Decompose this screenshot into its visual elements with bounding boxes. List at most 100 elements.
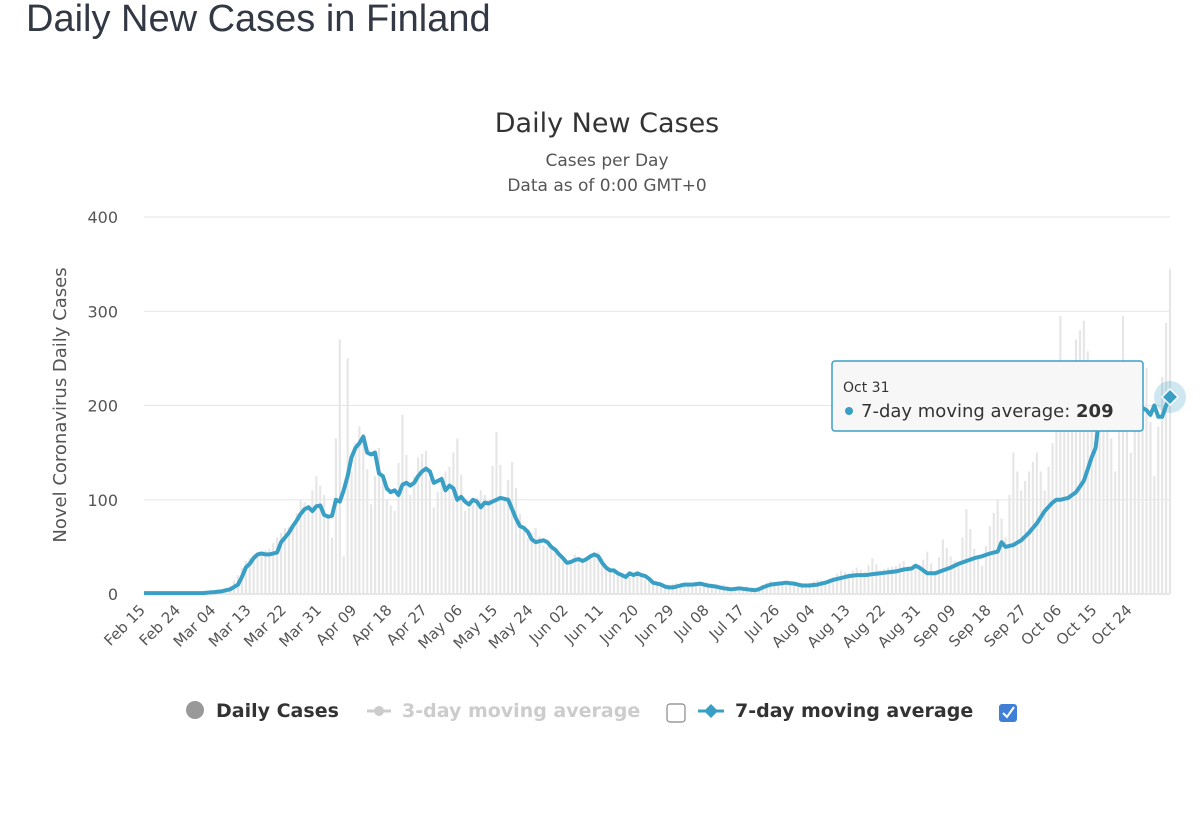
daily-case-bar: [1043, 490, 1046, 594]
daily-case-bar: [1094, 377, 1097, 594]
legend-7day-checkbox[interactable]: [999, 704, 1017, 722]
daily-case-bar: [1149, 421, 1152, 594]
daily-case-bar: [283, 528, 287, 594]
daily-case-bar: [397, 462, 400, 594]
daily-case-bar: [824, 580, 827, 594]
daily-case-bar: [906, 566, 909, 594]
daily-case-bar: [663, 585, 666, 594]
daily-case-bar: [973, 548, 976, 594]
daily-case-bar: [1051, 443, 1054, 594]
daily-case-bar: [765, 582, 768, 594]
legend-7day-label: 7-day moving average: [735, 700, 973, 722]
daily-case-bar: [381, 473, 384, 594]
daily-case-bar: [420, 454, 424, 594]
daily-case-bar: [965, 509, 968, 594]
daily-case-bar: [350, 471, 353, 594]
daily-case-bar: [1055, 379, 1058, 594]
daily-case-bar: [1090, 381, 1093, 594]
daily-case-bar: [1039, 471, 1042, 594]
daily-case-bar: [695, 584, 698, 594]
daily-case-bar: [514, 487, 518, 594]
daily-case-bar: [961, 537, 964, 594]
daily-case-bar: [941, 539, 944, 594]
daily-case-bar: [816, 579, 819, 594]
checkmark-icon: [1002, 706, 1015, 719]
daily-case-bar: [460, 474, 463, 594]
legend-3day-checkbox[interactable]: [666, 703, 686, 723]
daily-case-bar: [279, 532, 283, 594]
daily-case-bar: [608, 568, 612, 594]
y-tick-label: 200: [87, 397, 118, 416]
daily-case-bar: [1000, 518, 1003, 594]
legend-item-7-day-average[interactable]: 7-day moving average: [698, 700, 973, 722]
daily-case-bar: [487, 499, 490, 594]
daily-case-bar: [323, 495, 326, 594]
daily-case-bar: [702, 584, 706, 594]
tooltip-label: 7-day moving average:: [861, 401, 1076, 422]
daily-case-bar: [1004, 537, 1007, 594]
daily-case-bar: [393, 511, 396, 594]
daily-case-bar: [949, 556, 952, 594]
daily-case-bar: [714, 586, 717, 594]
daily-case-bar: [644, 579, 647, 594]
daily-case-bar: [503, 497, 506, 594]
legend: Daily Cases 3-day moving average 7-day m…: [186, 700, 1017, 723]
daily-case-bar: [1129, 452, 1132, 594]
daily-case-bar: [554, 553, 557, 594]
seven-day-average-line: [144, 368, 1172, 596]
daily-case-bar: [867, 564, 870, 594]
daily-case-bar: [738, 588, 741, 594]
daily-case-bar: [804, 583, 807, 594]
daily-case-bar: [777, 584, 780, 594]
legend-daily-cases-marker: [186, 701, 204, 719]
daily-case-bar: [769, 580, 772, 594]
daily-case-bar: [632, 575, 635, 594]
daily-case-bar: [710, 585, 713, 594]
daily-case-bar: [863, 571, 866, 594]
seven-day-average-path: [144, 368, 1172, 596]
daily-case-bar: [315, 476, 318, 594]
daily-case-bar: [538, 536, 541, 594]
daily-case-bar: [980, 565, 984, 594]
daily-case-bar: [659, 586, 662, 594]
daily-case-bar: [467, 507, 471, 594]
daily-case-bar: [534, 528, 537, 594]
daily-case-bar: [354, 443, 357, 594]
daily-case-bar: [1168, 268, 1172, 594]
daily-case-bar: [311, 490, 314, 594]
legend-item-daily-cases[interactable]: Daily Cases: [186, 700, 339, 722]
daily-case-bar: [252, 554, 255, 594]
daily-case-bar: [373, 476, 377, 594]
daily-case-bar: [546, 546, 549, 594]
daily-case-bar: [691, 585, 694, 594]
daily-case-bar: [569, 560, 572, 594]
daily-case-bar: [526, 537, 529, 594]
daily-case-bar: [507, 479, 510, 594]
daily-case-bar: [385, 499, 388, 594]
y-tick-label: 100: [87, 491, 118, 510]
daily-case-bar: [937, 557, 941, 594]
daily-case-bar: [836, 573, 839, 594]
daily-case-bar: [338, 339, 341, 594]
daily-case-bar: [483, 495, 486, 594]
daily-case-bar: [605, 565, 608, 594]
daily-case-bar: [652, 582, 655, 594]
daily-case-bar: [628, 577, 631, 594]
daily-case-bar: [272, 543, 275, 594]
legend-item-3-day-average[interactable]: 3-day moving average: [367, 700, 640, 722]
hover-diamond: [1160, 387, 1180, 407]
tooltip-series-dot: [845, 407, 853, 415]
daily-case-bar: [362, 433, 365, 594]
daily-case-bar: [847, 573, 850, 594]
daily-case-bar: [789, 584, 792, 594]
daily-case-bar: [499, 464, 502, 594]
daily-case-bar: [1078, 330, 1082, 594]
y-tick-label: 0: [108, 585, 118, 604]
daily-case-bar: [636, 573, 639, 594]
legend-daily-cases-label: Daily Cases: [216, 700, 339, 722]
daily-case-bar: [597, 551, 600, 594]
daily-case-bar: [679, 584, 682, 594]
daily-case-bar: [698, 583, 702, 594]
daily-case-bar: [370, 504, 373, 594]
legend-3day-marker: [374, 706, 384, 716]
